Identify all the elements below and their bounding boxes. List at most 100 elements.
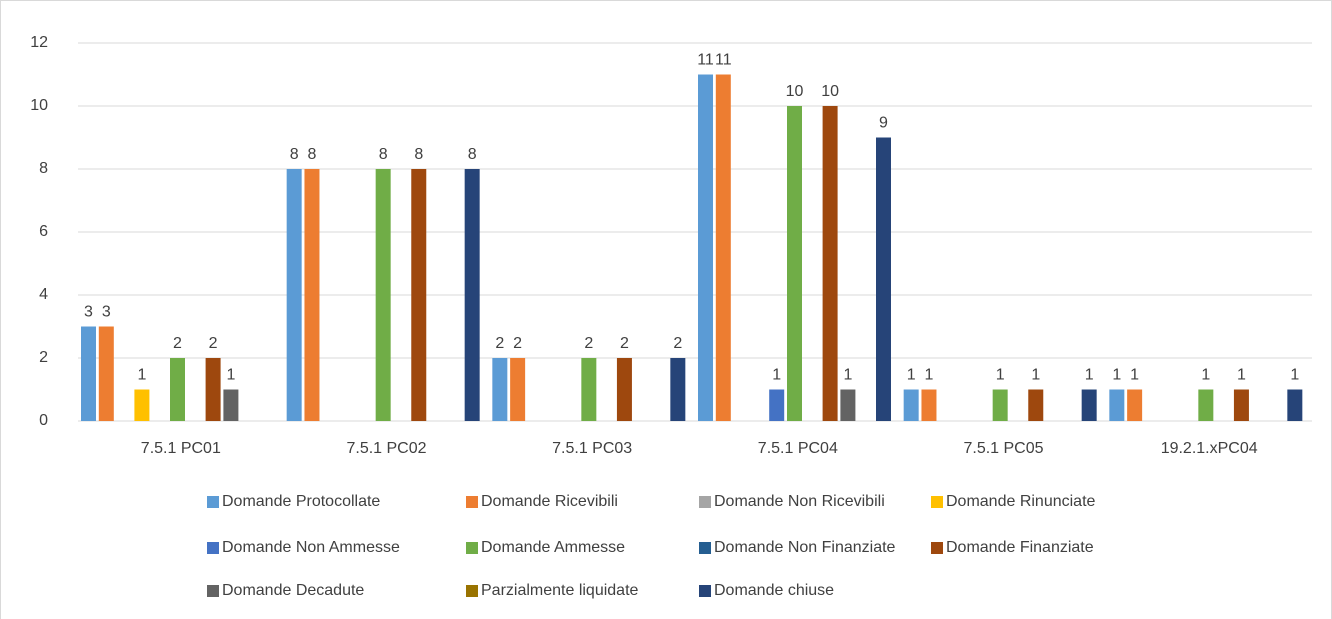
legend-label: Domande Non Ammesse — [222, 539, 400, 556]
legend-label: Domande Finanziate — [946, 539, 1094, 556]
legend-swatch — [207, 585, 219, 597]
bar — [1198, 389, 1214, 421]
data-label: 8 — [379, 146, 388, 163]
bar — [411, 169, 427, 421]
data-label: 10 — [821, 83, 839, 100]
data-label: 1 — [1290, 367, 1299, 384]
x-tick-label: 7.5.1 PC04 — [758, 440, 838, 457]
legend-label: Domande Ammesse — [481, 539, 625, 556]
legend-label: Parzialmente liquidate — [481, 582, 639, 599]
bar — [616, 358, 632, 421]
data-label: 1 — [843, 367, 852, 384]
legend-swatch — [931, 542, 943, 554]
data-label: 1 — [925, 367, 934, 384]
y-tick-label: 12 — [30, 34, 48, 51]
legend-swatch — [466, 542, 478, 554]
bar — [715, 74, 731, 421]
bar — [921, 389, 937, 421]
bar — [1081, 389, 1097, 421]
legend-swatch — [931, 496, 943, 508]
legend-label: Domande Rinunciate — [946, 493, 1096, 510]
legend-label: Domande chiuse — [714, 582, 834, 599]
legend-swatch — [207, 542, 219, 554]
bar — [170, 358, 185, 421]
legend-swatch — [699, 496, 711, 508]
bar — [769, 389, 785, 421]
bar — [876, 137, 891, 421]
data-label: 1 — [1130, 367, 1139, 384]
legend-swatch — [699, 542, 711, 554]
data-label: 2 — [513, 335, 522, 352]
data-label: 9 — [879, 115, 888, 132]
legend-label: Domande Protocollate — [222, 493, 380, 510]
bar — [510, 358, 526, 421]
data-label: 11 — [715, 52, 732, 69]
bar — [98, 326, 114, 421]
y-tick-label: 8 — [39, 160, 48, 177]
bar — [375, 169, 391, 421]
data-label: 10 — [786, 83, 804, 100]
bar — [670, 358, 686, 421]
bar — [822, 106, 838, 421]
data-label: 2 — [620, 335, 629, 352]
data-label: 2 — [173, 335, 182, 352]
data-label: 8 — [308, 146, 317, 163]
bar — [81, 326, 96, 421]
legend-swatch — [466, 496, 478, 508]
x-tick-label: 7.5.1 PC03 — [552, 440, 632, 457]
data-label: 1 — [1085, 367, 1094, 384]
data-label: 8 — [290, 146, 299, 163]
x-tick-label: 7.5.1 PC02 — [346, 440, 426, 457]
bar — [1127, 389, 1143, 421]
data-label: 1 — [226, 367, 235, 384]
bar — [205, 358, 221, 421]
data-label: 1 — [996, 367, 1005, 384]
data-label: 1 — [1237, 367, 1246, 384]
data-label: 11 — [697, 52, 714, 69]
data-label: 1 — [907, 367, 916, 384]
y-tick-label: 10 — [30, 97, 48, 114]
bar — [464, 169, 480, 421]
y-tick-label: 4 — [39, 286, 48, 303]
bar — [1028, 389, 1044, 421]
bar — [286, 169, 302, 421]
bar — [223, 389, 239, 421]
x-tick-label: 7.5.1 PC05 — [963, 440, 1043, 457]
legend-label: Domande Non Finanziate — [714, 539, 896, 556]
legend-swatch — [699, 585, 711, 597]
bar — [787, 106, 802, 421]
legend-label: Domande Non Ricevibili — [714, 493, 885, 510]
bar — [581, 358, 597, 421]
bar — [698, 74, 713, 421]
legend-label: Domande Decadute — [222, 582, 364, 599]
data-label: 1 — [1112, 367, 1121, 384]
data-label: 3 — [102, 304, 111, 321]
y-tick-label: 2 — [39, 349, 48, 366]
data-label: 2 — [495, 335, 504, 352]
bar — [492, 358, 508, 421]
data-label: 3 — [84, 304, 93, 321]
legend-label: Domande Ricevibili — [481, 493, 618, 510]
bar — [1233, 389, 1249, 421]
y-tick-label: 6 — [39, 223, 48, 240]
legend-swatch — [466, 585, 478, 597]
bar — [992, 389, 1008, 421]
bar — [903, 389, 919, 421]
data-label: 8 — [468, 146, 477, 163]
data-label: 2 — [673, 335, 682, 352]
data-label: 1 — [1031, 367, 1040, 384]
data-label: 1 — [1201, 367, 1210, 384]
bar — [840, 389, 856, 421]
y-tick-label: 0 — [39, 412, 48, 429]
bar — [304, 169, 320, 421]
bar — [1287, 389, 1303, 421]
x-tick-label: 19.2.1.xPC04 — [1161, 440, 1258, 457]
data-label: 1 — [772, 367, 781, 384]
data-label: 2 — [209, 335, 218, 352]
data-label: 1 — [137, 367, 146, 384]
bar — [1109, 389, 1125, 421]
legend-swatch — [207, 496, 219, 508]
data-label: 8 — [414, 146, 423, 163]
x-tick-label: 7.5.1 PC01 — [141, 440, 221, 457]
